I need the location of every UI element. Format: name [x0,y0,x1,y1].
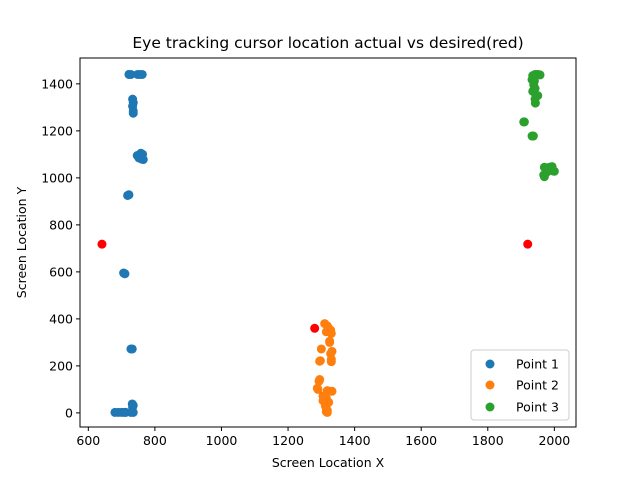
legend-label-point-2: Point 2 [516,378,559,393]
legend-box [470,349,570,421]
y-tick-label: 800 [49,217,73,232]
y-tick-label: 1000 [41,170,73,185]
data-point-series-3 [530,98,540,108]
data-point-series-3 [539,172,549,182]
legend-marker-point-1 [485,359,495,369]
legend-marker-point-3 [485,402,495,412]
x-tick-label: 1400 [339,433,371,448]
desired-point [310,323,320,333]
legend: Point 1 Point 2 Point 3 [470,349,570,421]
y-axis-ticks: 0 200 400 600 800 1000 1200 1400 [41,76,80,420]
legend-label-point-3: Point 3 [516,400,559,415]
legend-marker-point-2 [485,380,495,390]
data-point-series-2 [316,344,326,354]
y-tick-label: 1200 [41,123,73,138]
data-point-series-2 [315,356,325,366]
data-point-series-2 [313,384,323,394]
data-point-series-1 [120,269,130,279]
legend-label-point-1: Point 1 [516,357,559,372]
data-point-series-1 [138,155,148,165]
data-point-series-1 [127,344,137,354]
y-tick-label: 600 [49,264,73,279]
desired-point [523,239,533,249]
data-point-series-3 [519,117,529,127]
data-point-series-1 [123,190,133,200]
y-tick-label: 1400 [41,76,73,91]
x-tick-label: 800 [143,433,167,448]
y-tick-label: 200 [49,358,73,373]
x-tick-label: 1000 [206,433,238,448]
x-tick-label: 2000 [538,433,570,448]
x-tick-label: 1600 [405,433,437,448]
data-point-series-2 [322,407,332,417]
y-tick-label: 400 [49,311,73,326]
data-point-series-2 [326,328,336,338]
data-point-series-1 [128,407,138,417]
x-tick-label: 1200 [272,433,304,448]
plot-markers [97,69,559,417]
data-point-series-2 [326,357,336,367]
x-tick-label: 1800 [472,433,504,448]
data-point-series-3 [549,166,559,176]
x-tick-label: 600 [76,433,100,448]
y-tick-label: 0 [65,405,73,420]
data-point-series-2 [327,386,337,396]
data-point-series-1 [137,69,147,79]
data-point-series-2 [325,337,335,347]
x-axis-label: Screen Location X [272,455,385,470]
data-point-series-3 [535,70,545,80]
data-point-series-1 [128,108,138,118]
desired-point [97,239,107,249]
data-point-series-1 [126,69,136,79]
x-axis-ticks: 600 800 1000 1200 1400 1600 1800 2000 [76,427,570,448]
chart-title: Eye tracking cursor location actual vs d… [132,34,523,52]
plot-frame [79,57,577,428]
y-axis-label: Screen Location Y [14,186,29,298]
data-point-series-2 [314,376,324,386]
data-point-series-3 [528,131,538,141]
